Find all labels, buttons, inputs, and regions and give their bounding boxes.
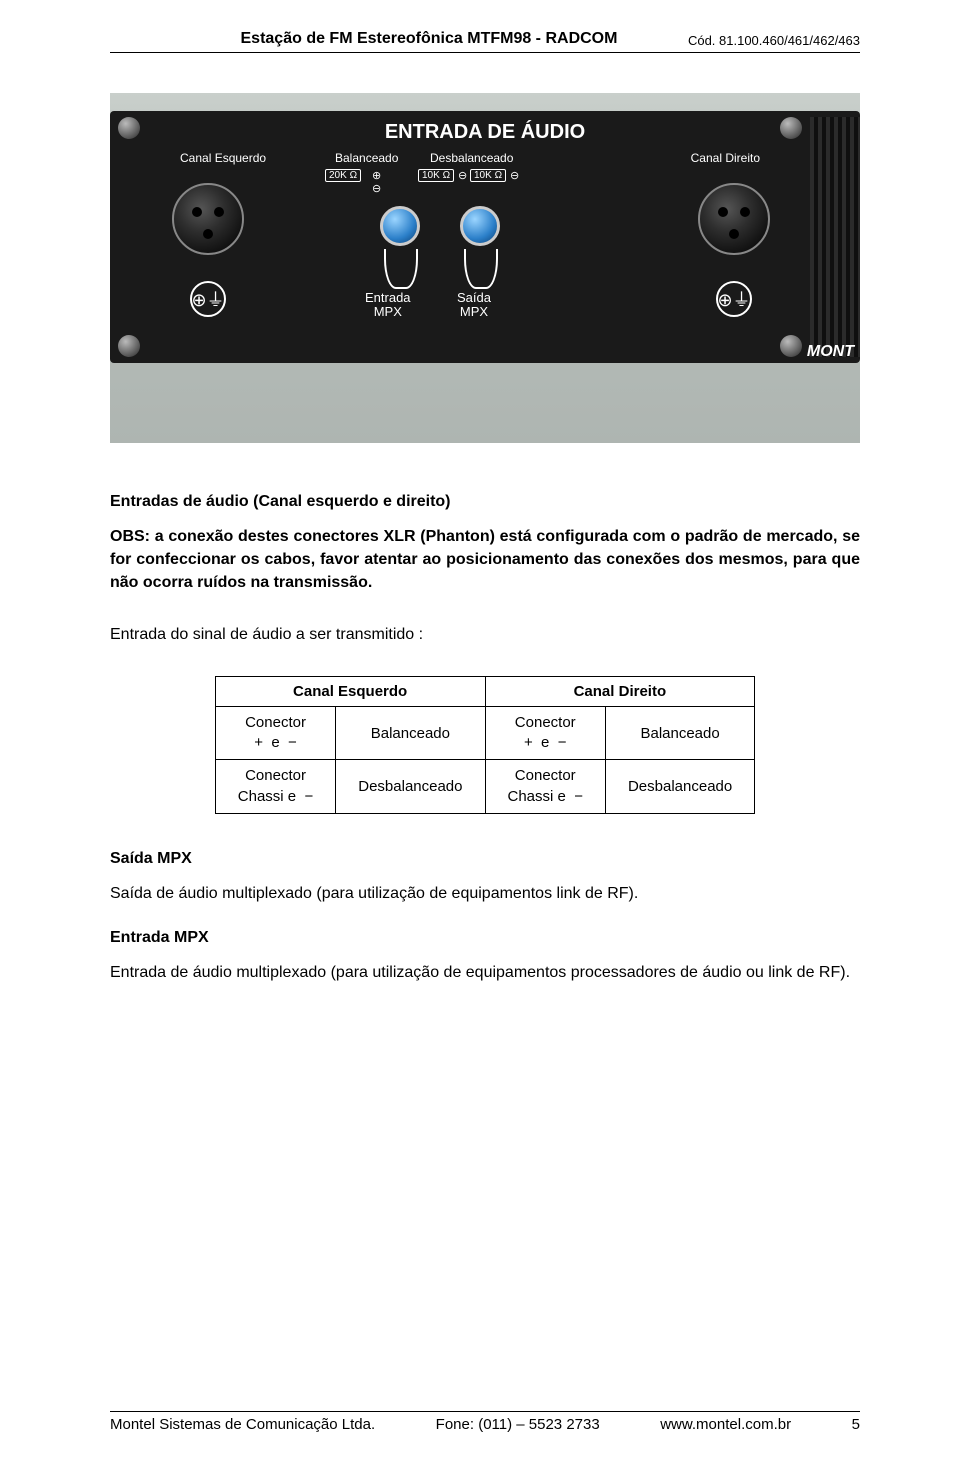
header-code: Cód. 81.100.460/461/462/463 xyxy=(688,33,860,48)
label-saida-mpx: SaídaMPX xyxy=(457,291,491,320)
callout-line xyxy=(464,249,498,289)
table-row: ConectorChassi e − Desbalanceado Conecto… xyxy=(215,760,754,814)
connector-table: Canal Esquerdo Canal Direito Conector+ e… xyxy=(215,676,755,814)
screw-icon xyxy=(780,335,802,357)
section-heading-saida-mpx: Saída MPX xyxy=(110,850,860,868)
table-cell: ConectorChassi e − xyxy=(485,760,605,814)
brand-text: MONT xyxy=(807,343,854,361)
table-cell: Conector+ e − xyxy=(215,706,335,760)
ground-symbol-left: ⊕⏚ xyxy=(190,281,226,317)
xlr-connector-left xyxy=(172,183,244,255)
obs-paragraph: OBS: a conexão destes conectores XLR (Ph… xyxy=(110,525,860,595)
table-cell: Desbalanceado xyxy=(336,760,485,814)
screw-icon xyxy=(118,117,140,139)
xlr-connector-right xyxy=(698,183,770,255)
bnc-connector-entrada xyxy=(380,206,420,246)
plus-minus-icon: ⊕⊖ xyxy=(372,169,381,195)
table-cell: Balanceado xyxy=(336,706,485,760)
page-footer: Montel Sistemas de Comunicação Ltda. Fon… xyxy=(110,1411,860,1433)
table-cell: Balanceado xyxy=(605,706,754,760)
label-canal-esquerdo: Canal Esquerdo xyxy=(180,151,266,165)
heatsink-icon xyxy=(810,117,860,357)
screw-icon xyxy=(780,117,802,139)
panel-title: ENTRADA DE ÁUDIO xyxy=(385,121,585,144)
product-photo: ENTRADA DE ÁUDIO Canal Esquerdo Canal Di… xyxy=(110,93,860,443)
label-impedance-10k: 10K Ω xyxy=(418,169,454,182)
table-cell: Conector+ e − xyxy=(485,706,605,760)
device-back-panel: ENTRADA DE ÁUDIO Canal Esquerdo Canal Di… xyxy=(110,111,860,363)
callout-line xyxy=(384,249,418,289)
footer-url: www.montel.com.br xyxy=(660,1416,791,1433)
saida-mpx-paragraph: Saída de áudio multiplexado (para utiliz… xyxy=(110,882,860,905)
minus-icon: ⊖ xyxy=(458,169,467,182)
page-container: Estação de FM Estereofônica MTFM98 - RAD… xyxy=(0,0,960,1024)
table-header-left: Canal Esquerdo xyxy=(215,676,485,706)
label-canal-direito: Canal Direito xyxy=(691,151,760,165)
footer-phone: Fone: (011) – 5523 2733 xyxy=(436,1416,600,1433)
page-header: Estação de FM Estereofônica MTFM98 - RAD… xyxy=(110,30,860,53)
label-impedance-10k: 10K Ω xyxy=(470,169,506,182)
header-title: Estação de FM Estereofônica MTFM98 - RAD… xyxy=(170,30,688,48)
label-entrada-mpx: EntradaMPX xyxy=(365,291,411,320)
screw-icon xyxy=(118,335,140,357)
entrada-mpx-paragraph: Entrada de áudio multiplexado (para util… xyxy=(110,961,860,984)
label-balanceado: Balanceado xyxy=(335,151,398,165)
table-row: Canal Esquerdo Canal Direito xyxy=(215,676,754,706)
footer-company: Montel Sistemas de Comunicação Ltda. xyxy=(110,1416,375,1433)
footer-page-number: 5 xyxy=(852,1416,860,1433)
section-heading-entrada-mpx: Entrada MPX xyxy=(110,929,860,947)
entrada-sinal-paragraph: Entrada do sinal de áudio a ser transmit… xyxy=(110,623,860,646)
bnc-connector-saida xyxy=(460,206,500,246)
table-row: Conector+ e − Balanceado Conector+ e − B… xyxy=(215,706,754,760)
ground-symbol-right: ⊕⏚ xyxy=(716,281,752,317)
section-heading-entradas: Entradas de áudio (Canal esquerdo e dire… xyxy=(110,493,860,511)
table-cell: ConectorChassi e − xyxy=(215,760,335,814)
table-header-right: Canal Direito xyxy=(485,676,755,706)
table-cell: Desbalanceado xyxy=(605,760,754,814)
label-desbalanceado: Desbalanceado xyxy=(430,151,513,165)
label-impedance-20k: 20K Ω xyxy=(325,169,361,182)
minus-icon: ⊖ xyxy=(510,169,519,182)
